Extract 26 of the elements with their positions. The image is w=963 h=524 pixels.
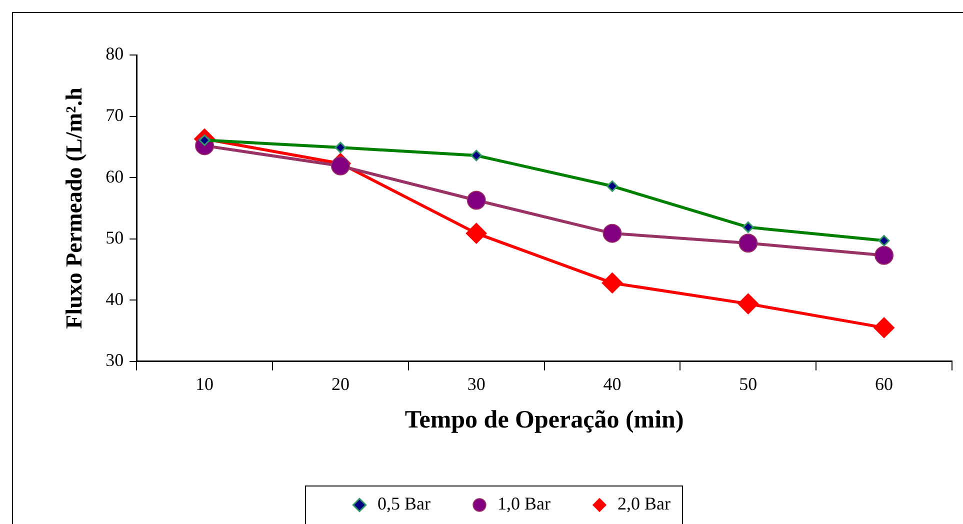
- y-tick-label: 40: [106, 288, 124, 309]
- y-tick-label: 80: [106, 44, 124, 64]
- legend-label: 2,0 Bar: [617, 494, 670, 514]
- point: [330, 156, 350, 176]
- x-tick-label: 50: [739, 374, 758, 394]
- legend-label: 1,0 Bar: [498, 494, 551, 514]
- y-tick-label: 60: [106, 166, 124, 186]
- y-tick-label: 30: [106, 350, 124, 370]
- y-axis-title: Fluxo Permeado (L/m².h: [62, 87, 87, 329]
- point: [874, 317, 895, 338]
- point: [602, 224, 622, 243]
- x-tick-label: 20: [331, 374, 350, 394]
- point: [874, 246, 894, 265]
- point: [466, 190, 486, 210]
- point: [738, 293, 759, 314]
- x-tick-label: 10: [196, 374, 214, 394]
- y-tick-label: 50: [106, 228, 124, 248]
- point: [738, 234, 758, 253]
- x-tick-label: 30: [467, 374, 486, 394]
- point: [602, 272, 623, 294]
- point: [466, 222, 487, 244]
- x-axis-title: Tempo de Operação (min): [404, 406, 684, 434]
- legend-label: 0,5 Bar: [378, 494, 431, 514]
- x-tick-label: 40: [603, 374, 622, 394]
- x-tick-label: 60: [875, 374, 894, 394]
- y-tick-label: 70: [106, 105, 124, 126]
